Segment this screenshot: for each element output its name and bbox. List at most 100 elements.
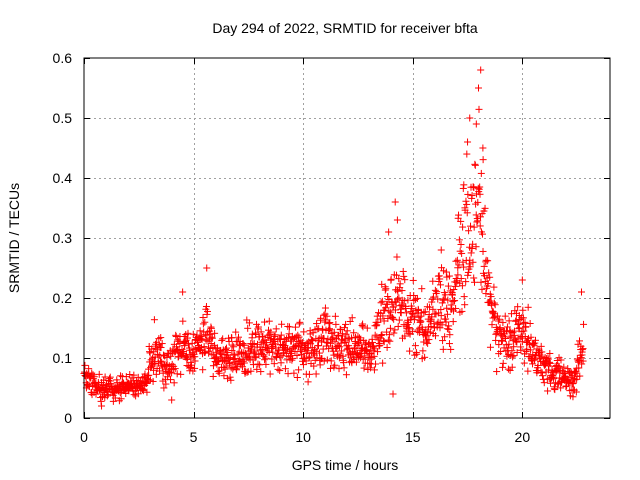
data-point [167, 376, 175, 384]
data-point [531, 356, 539, 364]
data-point [515, 324, 523, 332]
data-point [383, 300, 391, 308]
data-point [408, 305, 416, 313]
data-point [394, 322, 402, 330]
data-point [485, 269, 493, 277]
data-point [307, 336, 315, 344]
data-point [323, 356, 331, 364]
data-point [504, 344, 512, 352]
data-point [467, 249, 475, 257]
data-point [475, 105, 483, 113]
data-point [377, 299, 385, 307]
data-point [429, 305, 437, 313]
data-point [340, 364, 348, 372]
data-point [381, 286, 389, 294]
data-point [487, 293, 495, 301]
data-point [209, 372, 217, 380]
data-point [329, 334, 337, 342]
data-point [188, 361, 196, 369]
data-point [467, 222, 475, 230]
data-point [200, 343, 208, 351]
data-point [382, 304, 390, 312]
data-point [143, 388, 151, 396]
data-point [366, 364, 374, 372]
data-point [516, 315, 524, 323]
data-point [316, 361, 324, 369]
data-point [160, 384, 168, 392]
data-point [392, 298, 400, 306]
data-point [141, 370, 149, 378]
data-point [459, 258, 467, 266]
data-point [462, 197, 470, 205]
data-point [402, 309, 410, 317]
data-point [154, 353, 162, 361]
data-point [470, 278, 478, 286]
data-point [294, 331, 302, 339]
data-point [387, 275, 395, 283]
data-point [305, 354, 313, 362]
data-point [569, 379, 577, 387]
data-point [400, 297, 408, 305]
data-point [385, 228, 393, 236]
data-point [287, 349, 295, 357]
data-point [305, 370, 313, 378]
data-point [151, 360, 159, 368]
data-point [409, 276, 417, 284]
data-point [199, 320, 207, 328]
data-point [443, 310, 451, 318]
data-point [486, 343, 494, 351]
data-point [447, 345, 455, 353]
data-point [230, 351, 238, 359]
data-point [376, 341, 384, 349]
data-point [527, 333, 535, 341]
data-point [527, 346, 535, 354]
data-point [501, 312, 509, 320]
data-point [444, 282, 452, 290]
data-point [330, 351, 338, 359]
data-point [434, 295, 442, 303]
data-point [469, 183, 477, 191]
data-point [158, 340, 166, 348]
data-point [117, 395, 125, 403]
data-point [555, 362, 563, 370]
data-point [401, 332, 409, 340]
data-point [267, 328, 275, 336]
data-point [304, 378, 312, 386]
data-point [366, 355, 374, 363]
data-point [363, 324, 371, 332]
data-point [306, 330, 314, 338]
data-point [240, 341, 248, 349]
data-point [563, 382, 571, 390]
data-point [291, 323, 299, 331]
y-tick-label: 0.3 [53, 230, 73, 246]
data-points [80, 66, 588, 410]
data-point [490, 283, 498, 291]
data-point [474, 198, 482, 206]
data-point [509, 353, 517, 361]
data-point [163, 353, 171, 361]
data-point [579, 357, 587, 365]
data-point [479, 144, 487, 152]
data-point [544, 387, 552, 395]
data-point [251, 354, 259, 362]
data-point [458, 307, 466, 315]
data-point [197, 343, 205, 351]
data-point [474, 217, 482, 225]
y-tick-labels: 0 0.1 0.2 0.3 0.4 0.5 0.6 [53, 50, 73, 426]
data-point [546, 379, 554, 387]
x-axis-label: GPS time / hours [292, 457, 399, 473]
data-point [519, 314, 527, 322]
data-point [293, 352, 301, 360]
data-point [494, 317, 502, 325]
data-point [479, 230, 487, 238]
data-point [475, 84, 482, 92]
data-point [413, 294, 421, 302]
data-point [257, 328, 265, 336]
data-point [150, 366, 158, 374]
data-point [445, 272, 453, 280]
data-point [471, 160, 479, 168]
data-point [452, 304, 460, 312]
data-point [276, 367, 284, 375]
data-point [405, 324, 413, 332]
data-point [481, 204, 489, 212]
